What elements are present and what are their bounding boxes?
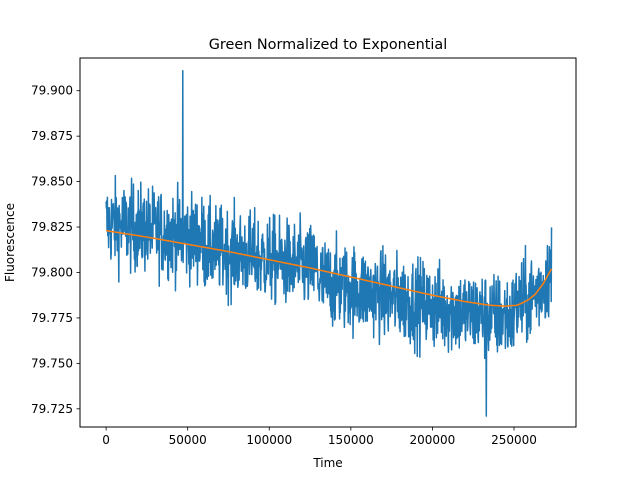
- y-tick-label: 79.775: [31, 311, 73, 325]
- x-axis: 0 50000 100000 150000 200000 250000: [102, 427, 537, 447]
- x-tick-label: 200000: [410, 433, 456, 447]
- y-tick-label: 79.825: [31, 220, 73, 234]
- chart-title: Green Normalized to Exponential: [209, 37, 447, 53]
- y-tick-label: 79.725: [31, 402, 73, 416]
- y-axis: 79.725 79.750 79.775 79.800 79.825 79.850 79.8…: [31, 84, 80, 416]
- x-tick-label: 150000: [328, 433, 374, 447]
- plot-area: [105, 69, 553, 417]
- x-tick-label: 50000: [169, 433, 207, 447]
- y-tick-label: 79.800: [31, 265, 73, 279]
- x-tick-label: 250000: [491, 433, 537, 447]
- axes-frame: [79, 57, 577, 428]
- x-tick-label: 0: [102, 433, 110, 447]
- y-tick-label: 79.850: [31, 175, 73, 189]
- y-tick-label: 79.875: [31, 129, 73, 143]
- fit-series-line: [105, 229, 553, 307]
- y-tick-label: 79.900: [31, 84, 73, 98]
- signal-series-line: [105, 69, 553, 417]
- y-tick-label: 79.750: [31, 356, 73, 370]
- x-tick-label: 100000: [246, 433, 292, 447]
- y-axis-label: Fluorescence: [3, 203, 17, 282]
- x-axis-label: Time: [312, 456, 342, 470]
